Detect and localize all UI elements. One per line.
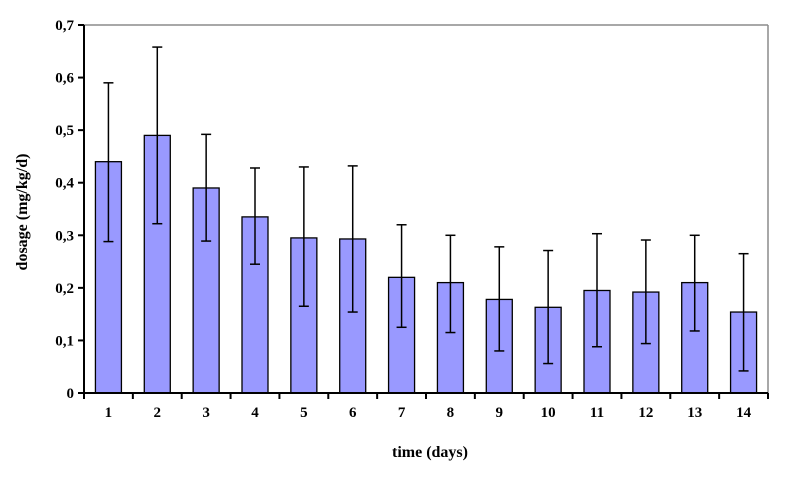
x-tick-label: 3 [202,405,210,421]
x-tick-label: 5 [300,405,308,421]
x-tick-label: 14 [736,405,752,421]
y-tick-label: 0,3 [55,228,74,244]
y-tick-label: 0,2 [55,281,74,297]
x-tick-label: 7 [398,405,406,421]
x-tick-label: 11 [590,405,604,421]
y-tick-label: 0,1 [55,333,74,349]
x-tick-label: 2 [154,405,162,421]
x-tick-label: 12 [638,405,653,421]
y-tick-label: 0,7 [55,18,74,34]
x-axis-title: time (days) [392,444,468,461]
x-tick-label: 13 [687,405,702,421]
x-tick-label: 9 [496,405,504,421]
y-tick-label: 0 [67,386,75,402]
x-tick-label: 4 [251,405,259,421]
y-tick-label: 0,4 [55,176,74,192]
plot-area: 1 2 3 4 5 6 7 8 9 10 11 12 13 1400,10,20,30,40,50,60,… [55,18,769,421]
x-tick-label: 1 [105,405,113,421]
x-tick-label: 10 [541,405,556,421]
x-tick-label: 8 [447,405,455,421]
y-tick-label: 0,6 [55,71,74,87]
y-tick-label: 0,5 [55,123,74,139]
x-tick-label: 6 [349,405,357,421]
y-axis-title: dosage (mg/kg/d) [14,154,31,271]
